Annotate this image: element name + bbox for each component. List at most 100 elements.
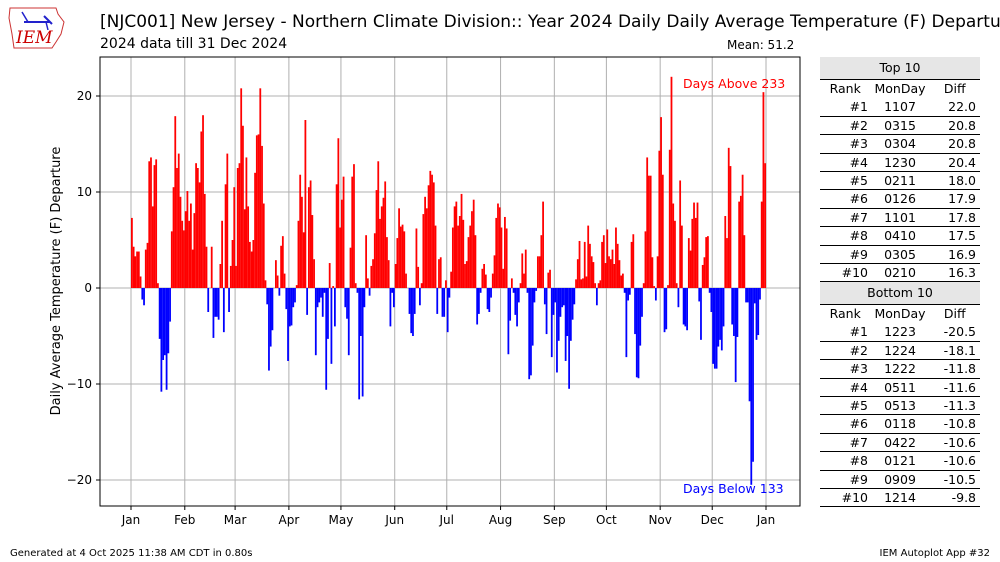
day-bar	[438, 259, 440, 288]
day-bar	[316, 288, 319, 308]
day-bar	[719, 288, 721, 340]
day-bar	[247, 206, 250, 288]
day-bar	[210, 246, 213, 288]
day-bar	[139, 276, 142, 288]
day-bar	[589, 243, 591, 288]
day-bar	[257, 134, 260, 288]
day-bar	[458, 216, 461, 288]
monday-cell: 0304	[884, 136, 916, 152]
iem-logo-text: IEM	[16, 28, 53, 48]
day-bar	[276, 275, 279, 288]
day-bar	[707, 236, 709, 288]
day-bar	[556, 288, 558, 373]
day-bar	[170, 231, 173, 288]
monday-cell: 1214	[884, 489, 916, 505]
day-bar	[429, 170, 432, 288]
day-bar	[339, 227, 341, 288]
day-bar	[634, 288, 636, 335]
day-bar	[637, 288, 640, 379]
day-bar	[504, 216, 506, 288]
day-bar	[500, 227, 503, 288]
day-bar	[720, 288, 723, 351]
day-bar	[451, 227, 454, 288]
day-bar	[235, 265, 237, 288]
day-bar	[691, 218, 694, 288]
day-bar	[483, 264, 485, 288]
day-bar	[332, 286, 335, 288]
table-row: #6 0126 17.9	[820, 190, 980, 209]
day-bar	[327, 288, 329, 339]
day-bar	[144, 249, 147, 288]
diff-cell: 17.5	[948, 228, 976, 244]
x-tick-label: Jul	[439, 513, 454, 527]
day-bar	[490, 288, 492, 298]
day-bar	[131, 217, 133, 288]
diff-cell: 20.4	[948, 154, 976, 170]
day-bar	[377, 161, 380, 288]
diff-cell: -20.5	[943, 324, 976, 340]
day-bar	[582, 278, 584, 288]
rank-cell: #9	[849, 471, 868, 487]
x-tick-label: May	[329, 513, 354, 527]
day-bar	[275, 260, 277, 288]
monday-cell: 0410	[884, 228, 916, 244]
day-bar	[559, 288, 562, 317]
top10-table: Top 10 Rank MonDay Diff #1 1107 22.0 #2 0315…	[820, 57, 980, 283]
day-bar	[493, 255, 496, 288]
day-bar	[386, 237, 388, 288]
day-bar	[360, 288, 362, 336]
monday-cell: 1101	[884, 209, 916, 225]
table-row: #9 0305 16.9	[820, 246, 980, 264]
day-bar	[491, 273, 494, 288]
day-bar	[389, 288, 392, 327]
day-bar	[583, 241, 586, 288]
day-bar	[571, 288, 574, 320]
day-bar	[309, 180, 312, 288]
table-row: #4 0511 -11.6	[820, 379, 980, 397]
day-bar	[684, 288, 687, 327]
day-bar	[615, 227, 617, 288]
diff-cell: -10.6	[943, 453, 976, 469]
table-row: #3 1222 -11.8	[820, 360, 980, 379]
diff-cell: 16.3	[948, 264, 976, 280]
top10-rows: #1 1107 22.0 #2 0315 20.8 #3 0304 20.8 #4 1230 20.4…	[820, 98, 980, 283]
day-bar	[240, 88, 243, 288]
day-bar	[269, 288, 272, 347]
col-rank: Rank	[829, 306, 861, 321]
day-bar	[167, 288, 170, 354]
day-bar	[585, 276, 588, 288]
day-bar	[649, 175, 652, 288]
day-bar	[599, 280, 602, 288]
day-bar	[628, 288, 631, 295]
day-bar	[703, 257, 706, 288]
day-bar	[229, 265, 232, 288]
day-bar	[174, 116, 177, 288]
day-bar	[486, 288, 489, 310]
day-bar	[552, 288, 555, 315]
day-bar	[712, 288, 715, 364]
day-bar	[370, 265, 373, 288]
day-bar	[450, 271, 453, 288]
day-bar	[575, 279, 577, 288]
day-bar	[132, 246, 135, 288]
table-row: #7 1101 17.8	[820, 209, 980, 228]
day-bar	[181, 220, 184, 288]
day-bar	[261, 145, 263, 288]
day-bar	[510, 278, 513, 288]
day-bar	[216, 288, 218, 317]
day-bar	[259, 88, 262, 288]
day-bar	[212, 288, 215, 338]
day-bar	[611, 249, 614, 288]
day-bar	[672, 203, 675, 288]
day-bar	[746, 288, 749, 303]
day-bar	[651, 257, 654, 288]
rank-cell: #8	[849, 228, 868, 244]
day-bar	[755, 288, 758, 340]
day-bar	[424, 196, 426, 288]
diff-cell: 20.8	[948, 117, 976, 133]
rank-cell: #10	[841, 264, 868, 280]
day-bar	[568, 288, 571, 389]
day-bar	[431, 174, 433, 288]
day-bar	[387, 260, 390, 288]
day-bar	[384, 181, 387, 288]
